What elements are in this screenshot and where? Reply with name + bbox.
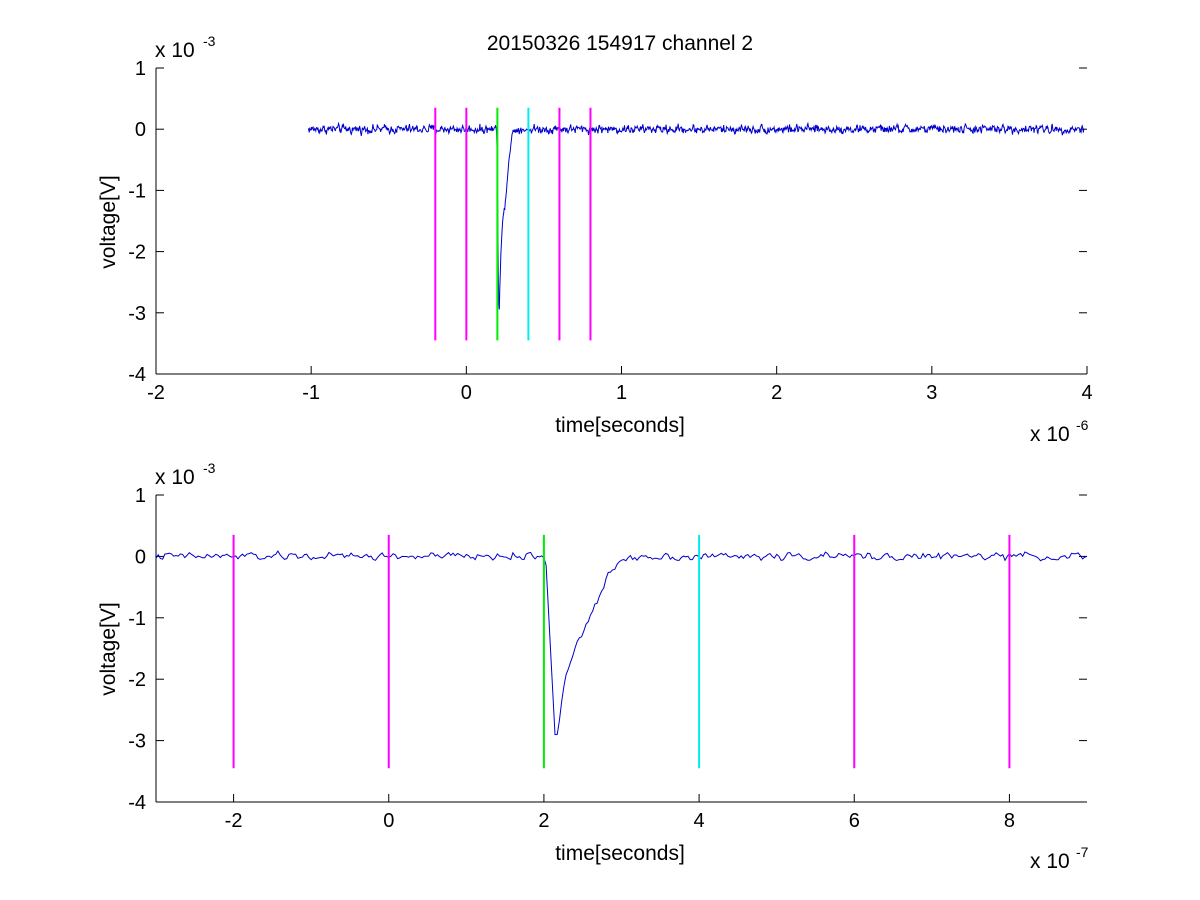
bottom-panel: x 10 -3 x 10 -7 time[seconds] voltage[V]… [97, 460, 1089, 873]
x-exponent-text: -7 [1076, 844, 1089, 860]
signal-series-line [155, 550, 1088, 736]
signal-series-line [307, 121, 1085, 310]
x-multiplier-text: x 10 [1030, 850, 1070, 873]
x-tick-label: -2 [225, 810, 243, 832]
y-exponent-label: x 10 -3 [155, 460, 216, 489]
x-tick-label: -2 [147, 382, 165, 404]
x-tick-label: 8 [1004, 810, 1015, 832]
y-tick-label: -1 [128, 180, 146, 202]
y-tick-label: -4 [128, 364, 146, 386]
x-tick-label: 0 [383, 810, 394, 832]
y-tick-label: -4 [128, 792, 146, 814]
x-exponent-label: x 10 -6 [1030, 417, 1089, 446]
y-exponent-text: -3 [203, 33, 216, 49]
y-exponent-text: -3 [203, 460, 216, 476]
x-multiplier-text: x 10 [1030, 423, 1070, 446]
y-tick-label: -2 [128, 242, 146, 264]
y-tick-label: 1 [135, 58, 146, 80]
x-axis-label: time[seconds] [555, 414, 685, 437]
y-tick-label: -1 [128, 608, 146, 630]
x-tick-label: 0 [461, 382, 472, 404]
y-tick-label: 0 [135, 119, 146, 141]
y-multiplier-text: x 10 [155, 39, 195, 62]
x-tick-label: 4 [694, 810, 705, 832]
x-exponent-text: -6 [1076, 417, 1089, 433]
y-tick-label: -3 [128, 731, 146, 753]
chart-title: 20150326 154917 channel 2 [487, 32, 753, 55]
y-tick-label: 1 [135, 485, 146, 507]
x-tick-label: 3 [926, 382, 937, 404]
x-tick-label: 4 [1081, 382, 1092, 404]
y-axis-label: voltage[V] [97, 602, 120, 695]
x-tick-label: -1 [302, 382, 320, 404]
x-exponent-label: x 10 -7 [1030, 844, 1089, 873]
x-tick-label: 6 [849, 810, 860, 832]
x-tick-label: 2 [538, 810, 549, 832]
x-tick-label: 1 [616, 382, 627, 404]
y-tick-label: -2 [128, 669, 146, 691]
y-multiplier-text: x 10 [155, 466, 195, 489]
y-tick-label: -3 [128, 303, 146, 325]
top-panel: 20150326 154917 channel 2 x 10 -3 x 10 -… [97, 32, 1093, 446]
y-tick-label: 0 [135, 546, 146, 568]
x-tick-label: 2 [771, 382, 782, 404]
y-axis-label: voltage[V] [97, 175, 120, 268]
y-exponent-label: x 10 -3 [155, 33, 216, 62]
x-axis-label: time[seconds] [555, 842, 685, 865]
